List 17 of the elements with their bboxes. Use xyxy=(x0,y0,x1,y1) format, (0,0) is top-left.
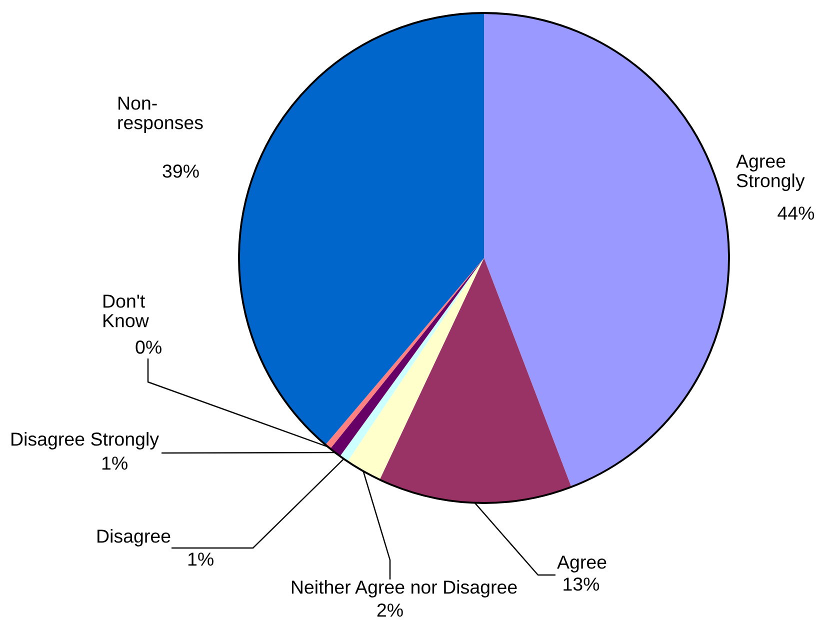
data-label: 1% xyxy=(102,456,128,470)
data-label: 0% xyxy=(136,340,162,354)
data-label: 44% xyxy=(778,206,814,220)
pie-slice xyxy=(380,258,572,503)
data-label: 1% xyxy=(188,552,214,566)
pie-slice xyxy=(484,13,729,487)
slice-label: Disagree Strongly xyxy=(12,432,159,450)
slice-label: Disagree xyxy=(98,529,170,546)
slice-label: Don't Know xyxy=(104,294,149,328)
data-label: 39% xyxy=(162,164,199,178)
slice-label: Non- responses xyxy=(118,96,203,133)
pie-slice xyxy=(239,13,484,445)
slice-label: Agree xyxy=(557,556,606,572)
data-label: 13% xyxy=(564,577,600,591)
slice-label: Neither Agree nor Disagree xyxy=(292,580,517,598)
slice-label: Agree Strongly xyxy=(736,154,805,191)
data-label: 2% xyxy=(377,603,403,617)
